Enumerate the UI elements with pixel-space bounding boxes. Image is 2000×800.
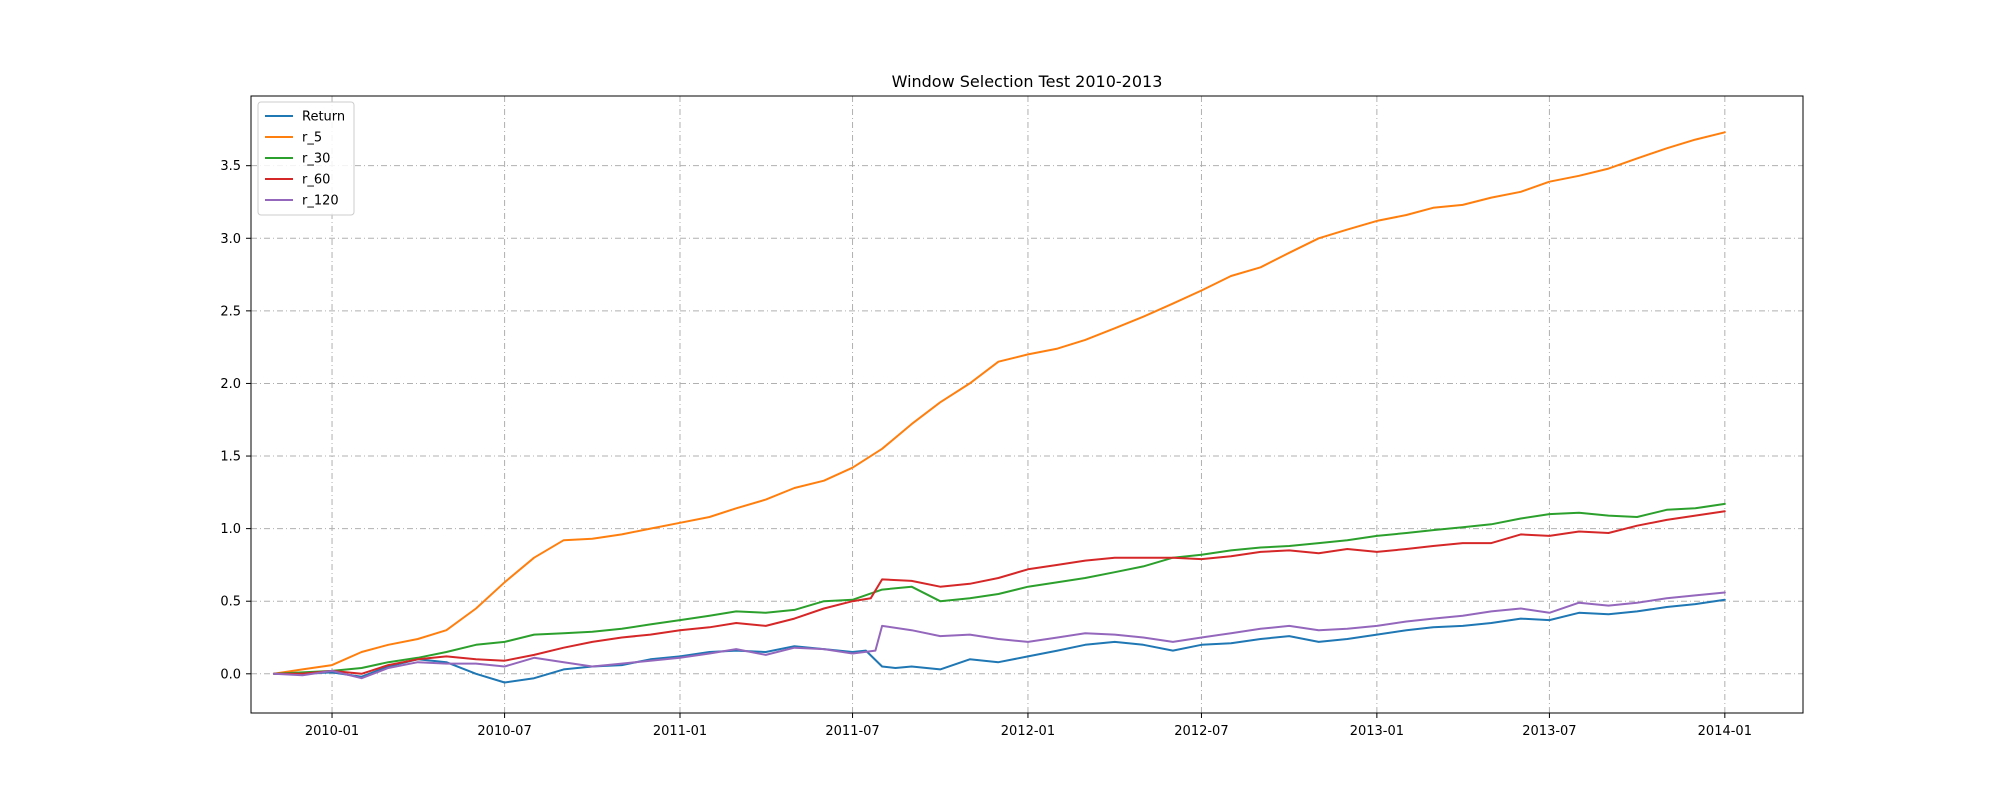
- plot-area-frame: [250, 95, 1804, 714]
- x-tick-label: 2011-07: [825, 724, 879, 739]
- series-line-r-5: [272, 131, 1726, 675]
- legend-label: r_60: [302, 173, 330, 188]
- y-axis: 0.0 0.5 1.0 1.5 2.0 2.5 3.0 3.5: [220, 159, 251, 682]
- series-line-return: [272, 598, 1726, 684]
- legend-box: [257, 101, 355, 216]
- y-tick-label: 3.5: [220, 159, 241, 174]
- grid-lines: [251, 96, 1803, 713]
- legend-label: r_5: [302, 131, 322, 146]
- x-tick-label: 2013-07: [1522, 724, 1576, 739]
- legend-label: r_30: [302, 152, 330, 167]
- x-tick-label: 2014-01: [1698, 724, 1752, 739]
- x-tick-label: 2010-07: [477, 724, 531, 739]
- legend-label: r_120: [302, 194, 339, 209]
- x-tick-label: 2011-01: [653, 724, 707, 739]
- series-lines: [272, 131, 1726, 684]
- y-tick-label: 0.0: [220, 667, 241, 682]
- chart-title: Window Selection Test 2010-2013: [892, 72, 1163, 91]
- series-line-r-60: [272, 510, 1726, 675]
- y-tick-label: 2.0: [220, 377, 241, 392]
- x-tick-label: 2013-01: [1350, 724, 1404, 739]
- series-line-r-120: [272, 591, 1726, 680]
- y-tick-label: 0.5: [220, 595, 241, 610]
- x-tick-label: 2012-01: [1001, 724, 1055, 739]
- series-line-r-30: [272, 502, 1726, 675]
- y-tick-label: 2.5: [220, 304, 241, 319]
- legend-label: Return: [302, 110, 345, 125]
- y-tick-label: 3.0: [220, 232, 241, 247]
- x-tick-label: 2010-01: [305, 724, 359, 739]
- y-tick-label: 1.0: [220, 522, 241, 537]
- x-axis: 2010-01 2010-07 2011-01 2011-07 2012-01 2012-…: [305, 713, 1752, 739]
- legend: Return r_5 r_30 r_60 r_120: [257, 101, 355, 216]
- x-tick-label: 2012-07: [1174, 724, 1228, 739]
- y-tick-label: 1.5: [220, 450, 241, 465]
